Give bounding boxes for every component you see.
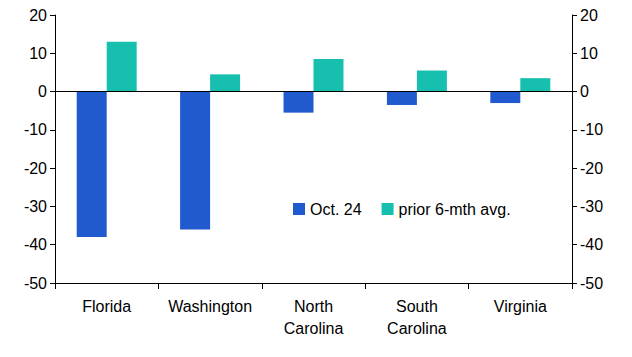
svg-text:20: 20 <box>29 7 47 24</box>
svg-text:-50: -50 <box>24 275 47 292</box>
svg-text:prior 6-mth avg.: prior 6-mth avg. <box>399 201 511 218</box>
svg-text:10: 10 <box>29 45 47 62</box>
svg-text:Carolina: Carolina <box>284 320 344 337</box>
svg-text:Washington: Washington <box>168 298 252 315</box>
svg-text:-30: -30 <box>580 198 603 215</box>
svg-text:Florida: Florida <box>82 298 131 315</box>
svg-text:Virginia: Virginia <box>494 298 547 315</box>
svg-text:10: 10 <box>580 45 598 62</box>
svg-text:-30: -30 <box>24 198 47 215</box>
svg-text:20: 20 <box>580 7 598 24</box>
svg-text:0: 0 <box>580 83 589 100</box>
svg-text:-20: -20 <box>580 160 603 177</box>
svg-text:-40: -40 <box>24 236 47 253</box>
svg-text:Carolina: Carolina <box>387 320 447 337</box>
svg-text:North: North <box>294 298 333 315</box>
svg-text:0: 0 <box>38 83 47 100</box>
svg-text:-10: -10 <box>24 121 47 138</box>
svg-text:South: South <box>396 298 438 315</box>
svg-text:-40: -40 <box>580 236 603 253</box>
svg-text:-50: -50 <box>580 275 603 292</box>
svg-text:-10: -10 <box>580 121 603 138</box>
svg-text:-20: -20 <box>24 160 47 177</box>
svg-text:Oct. 24: Oct. 24 <box>310 201 362 218</box>
